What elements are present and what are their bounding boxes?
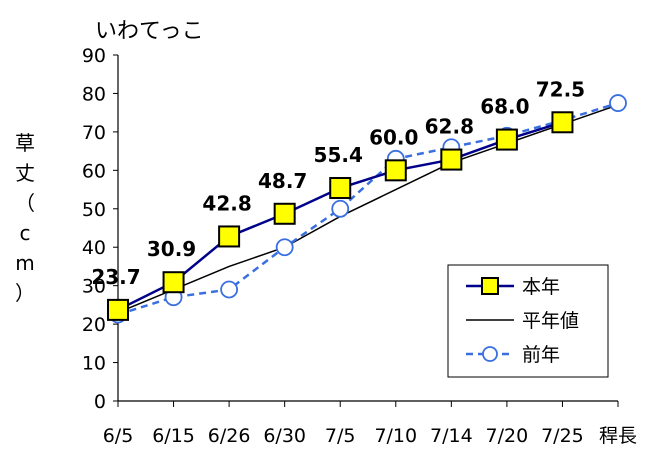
data-label: 72.5 bbox=[536, 77, 585, 101]
series-point-本年 bbox=[273, 202, 296, 225]
data-label: 42.8 bbox=[202, 191, 251, 215]
series-point-前年 bbox=[331, 199, 350, 218]
data-label: 30.9 bbox=[147, 237, 196, 261]
series-line-平年値 bbox=[117, 104, 619, 314]
series-point-本年 bbox=[551, 111, 574, 134]
legend-label-前年: 前年 bbox=[522, 344, 560, 366]
x-tick-label: 稈長 bbox=[599, 425, 637, 447]
y-tick-label: 60 bbox=[82, 160, 106, 182]
series-point-本年 bbox=[162, 271, 185, 294]
series-point-前年 bbox=[609, 94, 627, 112]
data-label: 68.0 bbox=[480, 95, 529, 119]
x-ticks: 6/5 6/15 6/26 6/30 7/5 7/10 7/14 7/20 7/25 稈長 bbox=[103, 401, 637, 447]
series-point-本年 bbox=[107, 298, 129, 321]
y-tick-label: 10 bbox=[82, 353, 106, 375]
x-tick-label: 7/20 bbox=[486, 425, 529, 447]
y-tick-label: 50 bbox=[82, 199, 106, 221]
x-tick-label: 6/26 bbox=[208, 425, 251, 447]
data-label: 60.0 bbox=[369, 125, 418, 149]
series-line-前年 bbox=[117, 101, 619, 316]
y-tick-label: 30 bbox=[82, 276, 106, 298]
x-tick-label: 7/25 bbox=[541, 425, 584, 447]
series-point-本年 bbox=[440, 148, 463, 171]
x-tick-label: 6/5 bbox=[103, 425, 134, 447]
data-label: 23.7 bbox=[91, 265, 140, 289]
x-tick-label: 7/10 bbox=[374, 425, 417, 447]
data-label: 62.8 bbox=[425, 115, 474, 139]
legend-marker-前年 bbox=[482, 346, 498, 362]
series-group bbox=[107, 94, 627, 324]
y-axis-label: 草丈（ c m） bbox=[15, 131, 35, 305]
y-tick-label: 70 bbox=[82, 122, 106, 144]
x-tick-label: 7/5 bbox=[325, 425, 356, 447]
data-label: 55.4 bbox=[314, 143, 363, 167]
series-point-本年 bbox=[495, 128, 518, 151]
series-point-前年 bbox=[220, 280, 239, 299]
y-tick-label: 0 bbox=[94, 391, 106, 413]
series-point-本年 bbox=[218, 225, 241, 248]
y-tick-label: 40 bbox=[82, 237, 106, 259]
y-tick-label: 90 bbox=[82, 45, 106, 67]
legend-label-本年: 本年 bbox=[522, 276, 560, 298]
series-point-本年 bbox=[329, 177, 352, 200]
x-tick-label: 6/15 bbox=[152, 425, 195, 447]
x-tick-label: 6/30 bbox=[263, 425, 306, 447]
y-tick-label: 20 bbox=[82, 314, 106, 336]
y-ticks: 0 10 20 30 40 50 60 70 80 90 bbox=[82, 45, 118, 413]
series-point-本年 bbox=[384, 159, 407, 182]
legend-box bbox=[447, 264, 609, 378]
legend-label-平年値: 平年値 bbox=[522, 310, 579, 332]
data-labels: 23.7 30.942.8 48.7 55.460.0 62.868.0 72.5 bbox=[91, 77, 585, 289]
chart-title: いわてっこ bbox=[95, 19, 204, 44]
data-label: 48.7 bbox=[258, 169, 307, 193]
series-point-前年 bbox=[275, 238, 294, 257]
legend-marker-本年 bbox=[481, 277, 499, 295]
x-tick-label: 7/14 bbox=[430, 425, 473, 447]
y-tick-label: 80 bbox=[82, 83, 106, 105]
